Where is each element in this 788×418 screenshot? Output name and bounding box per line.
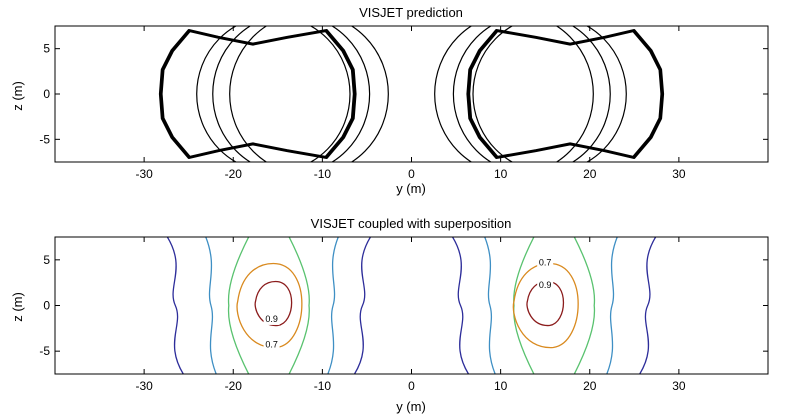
contour-line [236, 262, 303, 349]
panel-visjet-prediction: VISJET prediction y (m) z (m) -30 -20 -10 0… [10, 5, 769, 196]
plume-boundary-circle [472, 26, 627, 162]
contour-label-bg [263, 313, 280, 325]
plot-contents [158, 26, 665, 162]
x-tick-label: 0 [408, 167, 415, 181]
plot-area: -30 -20 -10 0 10 20 30 5 0 -5 0.9 0.7 0.7 0.9 [39, 236, 769, 393]
y-tick-label: 0 [43, 87, 50, 101]
x-tick-label: -10 [314, 167, 332, 181]
y-axis-label: z (m) [10, 292, 25, 322]
contour-line [204, 237, 218, 374]
x-tick-label: 30 [672, 379, 686, 393]
contour-line [353, 237, 372, 374]
outer-plume-boundary [158, 29, 357, 159]
x-tick-label: -20 [225, 167, 243, 181]
x-tick-label: -10 [314, 379, 332, 393]
contour-label-bg [263, 339, 280, 351]
contour-label: 0.9 [265, 314, 278, 324]
plot-area: -30 -20 -10 0 10 20 30 5 0 -5 [39, 25, 769, 181]
contour-label-bg [537, 257, 554, 269]
contour-line [451, 237, 470, 374]
x-tick-label: 20 [583, 379, 597, 393]
outer-plume-boundary [467, 29, 664, 159]
outer-plume-boundary [159, 29, 356, 159]
x-tick-label: 30 [672, 167, 686, 181]
contour-line [605, 237, 619, 374]
contour-line [288, 237, 310, 374]
x-tick-label: -30 [135, 379, 153, 393]
x-tick-label: -20 [225, 379, 243, 393]
y-tick-label: -5 [39, 132, 50, 146]
outer-plume-boundary [468, 30, 663, 158]
x-tick-label: 0 [408, 379, 415, 393]
outer-plume-boundary [466, 29, 665, 159]
contour-label: 0.7 [539, 257, 552, 267]
contour-label: 0.7 [265, 340, 278, 350]
outer-plume-boundary [160, 30, 355, 158]
y-tick-label: 0 [43, 299, 50, 313]
contour-line [254, 280, 293, 327]
x-tick-label: 20 [583, 167, 597, 181]
plume-boundary-circle [212, 26, 371, 162]
contour-line [227, 237, 250, 374]
contour-line [573, 237, 596, 374]
plot-frame [54, 25, 769, 163]
contour-line [483, 237, 496, 374]
contour-line [166, 237, 185, 374]
contour-line [638, 237, 657, 374]
x-tick-label: 10 [494, 167, 508, 181]
x-tick-label: 10 [494, 379, 508, 393]
contour-label: 0.9 [539, 280, 552, 290]
x-axis-label: y (m) [396, 181, 426, 196]
y-axis-label: z (m) [10, 81, 25, 111]
plume-boundary-circle [434, 26, 594, 162]
y-tick-label: 5 [43, 253, 50, 267]
x-axis-label: y (m) [396, 399, 426, 414]
chart-title: VISJET coupled with superposition [311, 216, 512, 231]
plume-boundary-circle [452, 26, 611, 162]
contour-label-bg [537, 280, 554, 292]
plot-frame [54, 236, 769, 375]
y-tick-label: 5 [43, 42, 50, 56]
contour-line [327, 237, 340, 374]
panel-visjet-superposition: VISJET coupled with superposition y (m) … [10, 216, 769, 414]
contour-line [513, 237, 535, 374]
y-tick-label: -5 [39, 344, 50, 358]
plot-contents: 0.9 0.7 0.7 0.9 [166, 237, 657, 374]
plume-boundary-circle [229, 26, 389, 162]
contour-line [512, 262, 579, 349]
x-tick-label: -30 [135, 167, 153, 181]
chart-title: VISJET prediction [359, 5, 463, 20]
plume-boundary-circle [196, 26, 351, 162]
contour-line [526, 280, 565, 327]
